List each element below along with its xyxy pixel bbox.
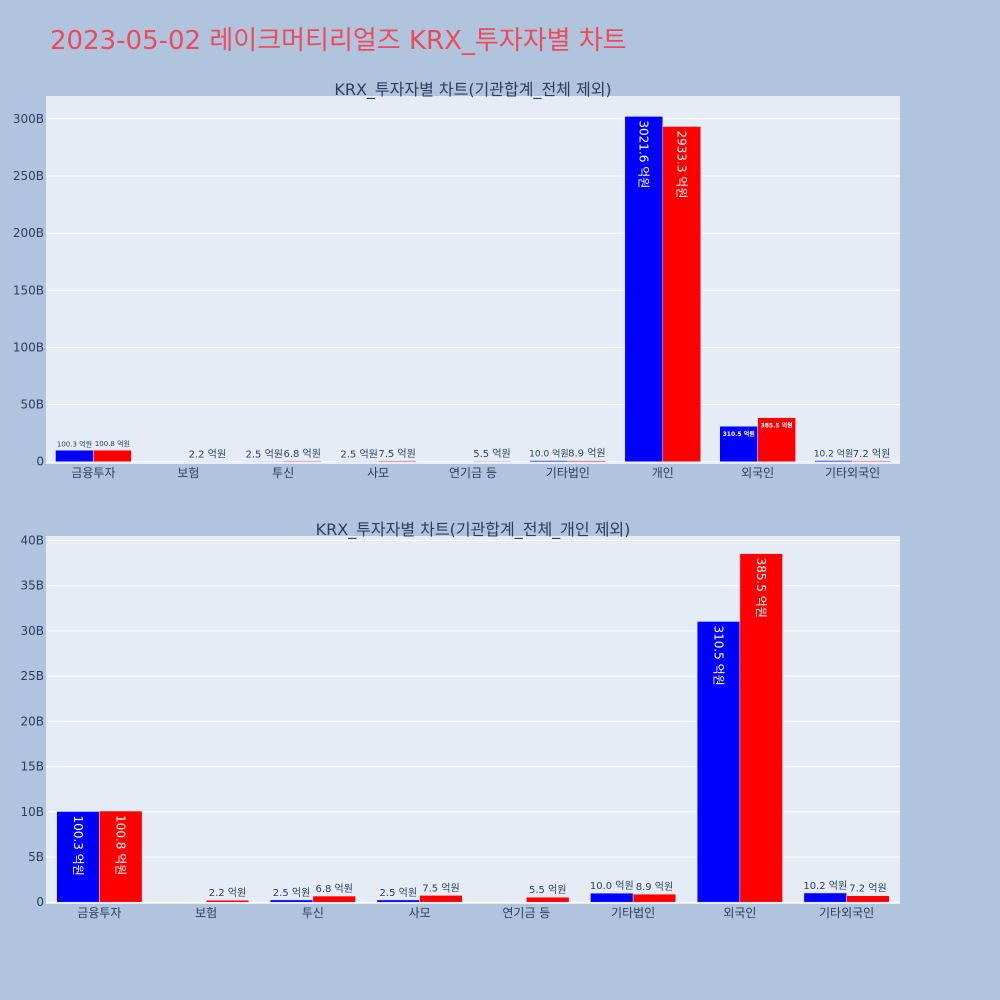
bar	[852, 460, 891, 462]
data-label: 385.5 억원	[761, 422, 793, 430]
data-label: 2.2 억원	[189, 448, 226, 460]
data-label: 10.0 억원	[590, 880, 634, 892]
x-tick-label: 사모	[409, 906, 431, 920]
data-label: 10.2 억원	[814, 448, 853, 460]
data-label: 100.3 억원	[71, 816, 85, 876]
data-label: 2.5 억원	[246, 448, 283, 460]
y-tick-label: 50B	[20, 398, 44, 412]
data-label: 10.2 억원	[803, 880, 847, 892]
bar	[376, 899, 420, 903]
data-label: 2.2 억원	[209, 887, 246, 899]
x-tick-label: 기타외국인	[825, 466, 880, 480]
y-tick-label: 20B	[20, 714, 44, 728]
y-tick-label: 30B	[20, 624, 44, 638]
y-tick-label: 15B	[20, 760, 44, 774]
x-tick-label: 금융투자	[71, 466, 115, 480]
chart-title: KRX_투자자별 차트(기관합계_전체_개인 제외)	[316, 520, 631, 540]
y-tick-label: 100B	[13, 340, 44, 354]
bar	[282, 460, 322, 462]
chart-title: KRX_투자자별 차트(기관합계_전체 제외)	[334, 80, 611, 100]
data-label: 310.5 억원	[723, 430, 755, 438]
data-label: 100.8 억원	[114, 815, 128, 875]
chart-individual-excluded: KRX_투자자별 차트(기관합계_전체_개인 제외) 0 5B 10B 15B 20B 25…	[20, 520, 900, 920]
x-tick-label: 연기금 등	[449, 466, 497, 480]
y-tick-label: 25B	[20, 669, 44, 683]
x-tick-label: 개인	[652, 466, 674, 480]
data-label: 6.8 억원	[283, 448, 320, 460]
data-label: 10.0 억원	[529, 448, 568, 460]
data-label: 100.8 억원	[95, 439, 130, 448]
y-tick-label: 200B	[13, 226, 44, 240]
y-tick-label: 10B	[20, 805, 44, 819]
data-label: 8.9 억원	[636, 881, 673, 893]
bar	[472, 460, 512, 462]
data-label: 7.5 억원	[422, 882, 459, 894]
x-tick-label: 사모	[367, 466, 389, 480]
bar	[55, 450, 94, 462]
x-tick-label: 투신	[272, 466, 294, 480]
x-tick-label: 금융투자	[77, 906, 121, 920]
data-label: 7.5 억원	[378, 448, 415, 460]
data-label: 2.5 억원	[340, 448, 377, 460]
data-label: 2.5 억원	[273, 887, 310, 899]
bar	[526, 896, 570, 903]
bar	[590, 892, 634, 903]
y-tick-label: 150B	[13, 283, 44, 297]
bar	[696, 621, 741, 903]
y-tick-label: 0	[36, 895, 44, 909]
bar	[529, 460, 569, 462]
data-label: 2933.3 억원	[675, 130, 689, 198]
x-tick-label: 투신	[302, 906, 324, 920]
data-label: 5.5 억원	[529, 884, 566, 896]
page-title: 2023-05-02 레이크머티리얼즈 KRX_투자자별 차트	[50, 26, 627, 56]
bar	[99, 810, 143, 903]
y-tick-label: 250B	[13, 169, 44, 183]
x-tick-label: 기타법인	[546, 466, 590, 480]
plot-area	[46, 96, 900, 464]
x-tick-label: 외국인	[723, 906, 756, 920]
bar	[93, 449, 132, 462]
bar	[719, 425, 758, 462]
data-label: 5.5 억원	[473, 448, 510, 460]
x-tick-label: 기타법인	[611, 906, 655, 920]
x-tick-label: 연기금 등	[502, 906, 550, 920]
bar	[814, 460, 853, 462]
chart-institution-excluded: KRX_투자자별 차트(기관합계_전체 제외) 0 50B 100B 150B 200B 2…	[13, 80, 900, 480]
y-tick-label: 0	[36, 455, 44, 469]
data-label: 385.5 억원	[754, 558, 768, 618]
data-label: 310.5 억원	[711, 625, 725, 685]
bar	[419, 895, 463, 903]
bar	[624, 116, 664, 462]
x-tick-label: 기타외국인	[819, 906, 874, 920]
bar	[846, 895, 890, 903]
bar	[312, 895, 356, 903]
data-label: 6.8 억원	[315, 883, 352, 895]
x-tick-label: 보험	[177, 466, 199, 480]
bar	[269, 899, 314, 903]
data-label: 7.2 억원	[849, 883, 886, 895]
y-tick-label: 35B	[20, 579, 44, 593]
bar	[662, 126, 701, 462]
x-tick-label: 외국인	[741, 466, 774, 480]
bar	[632, 893, 677, 903]
x-tick-label: 보험	[195, 906, 217, 920]
bar	[56, 811, 100, 903]
bar	[567, 460, 607, 462]
y-tick-label: 5B	[28, 850, 44, 864]
bar	[803, 892, 847, 903]
data-label: 100.3 억원	[57, 439, 92, 448]
bar	[739, 553, 783, 903]
y-tick-label: 40B	[20, 534, 44, 548]
data-label: 3021.6 억원	[637, 120, 651, 188]
bar	[205, 899, 250, 903]
bar	[757, 417, 796, 462]
y-tick-label: 300B	[13, 112, 44, 126]
bar	[377, 460, 417, 462]
data-label: 2.5 억원	[380, 887, 417, 899]
data-label: 8.9 억원	[568, 448, 605, 460]
data-label: 7.2 억원	[853, 448, 890, 460]
